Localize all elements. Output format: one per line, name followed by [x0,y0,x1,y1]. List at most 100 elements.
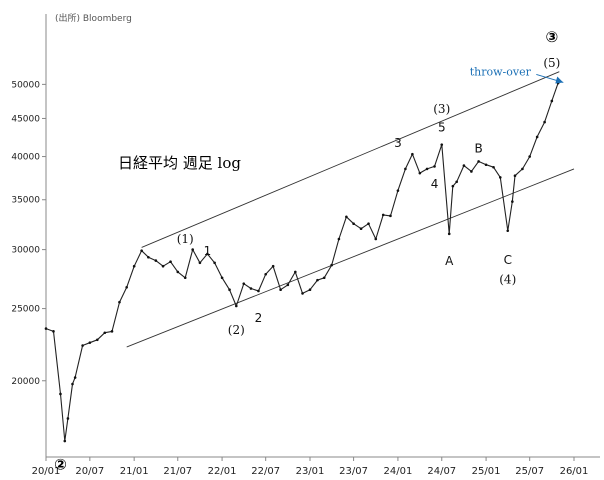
x-tick-label: 24/07 [427,466,456,477]
price-point [73,376,77,379]
x-axis-ticks: 20/01 20/07 21/01 21/07 22/01 22/07 23/01 23/07… [32,457,589,477]
x-tick-label: 23/01 [296,466,325,477]
price-point [206,252,209,256]
price-point [213,261,216,265]
wave-label: B [474,142,482,156]
price-point [498,176,502,179]
price-point [198,261,202,265]
price-point [477,160,480,163]
price-point [257,289,260,293]
price-point [132,264,136,268]
price-point [455,180,458,184]
x-tick-label: 26/01 [560,466,589,477]
price-point [271,264,275,268]
price-point [359,227,363,231]
x-tick-label: 23/07 [339,466,368,477]
price-point [52,330,55,333]
price-point [322,276,326,280]
price-point [154,259,158,262]
price-point [337,237,341,241]
price-point [71,382,74,386]
price-point [103,331,107,335]
price-point [367,222,370,226]
source-label: (出所) Bloomberg [55,12,132,24]
throw-over-arrowhead [555,76,564,84]
price-point [176,270,180,274]
x-tick-label: 25/07 [515,466,544,477]
price-point [294,270,297,274]
price-point [234,304,238,308]
price-point [389,214,392,218]
price-point [81,344,84,347]
price-point [169,260,172,263]
trend-channel [126,71,575,348]
price-point [528,155,531,158]
price-point [286,283,290,287]
price-point [59,392,62,396]
x-tick-label: 21/01 [120,466,149,477]
price-point [110,330,114,333]
x-tick-label: 20/01 [32,466,61,477]
price-point [535,135,539,139]
price-point [513,174,517,178]
price-point [451,184,455,188]
channel-line [126,168,575,348]
y-tick-label: 45000 [11,114,40,124]
wave-label: ③ [545,28,558,46]
chart-title: 日経平均 週足 log [118,154,241,172]
wave-label: throw-over [470,65,532,78]
price-point [220,276,224,280]
price-point [63,439,67,443]
wave-label: (2) [228,323,245,337]
y-tick-label: 25000 [11,305,40,315]
price-point [440,143,444,146]
price-point [470,170,473,173]
y-tick-label: 20000 [11,377,40,387]
price-point [88,341,92,344]
price-point [374,237,378,241]
y-tick-label: 30000 [11,246,40,256]
x-tick-label: 22/01 [208,466,237,477]
wave-label: (1) [177,232,194,246]
wave-label: (4) [499,273,516,287]
wave-annotations: ② (1) 1 (2) 2 3 (3) 5 4 A B C (4) (5) ③ throw-over [54,28,564,474]
x-tick-label: 24/01 [384,466,413,477]
price-point [447,232,451,236]
price-point [308,288,312,292]
price-point [411,152,414,156]
price-point [543,120,546,124]
price-point [511,200,514,203]
x-tick-label: 25/01 [472,466,501,477]
x-tick-label: 22/07 [251,466,280,477]
price-point [242,282,246,285]
wave-label: (3) [433,102,450,116]
price-point [191,248,194,251]
price-point [521,167,524,171]
price-point [44,327,48,330]
wave-label: 3 [394,136,402,150]
price-point [183,276,187,280]
price-series [44,81,560,443]
y-tick-label: 40000 [11,153,40,163]
price-point [301,292,304,295]
price-point [147,255,150,259]
wave-label: ② [54,456,67,474]
price-point [425,167,429,171]
x-tick-label: 20/07 [75,466,104,477]
price-point [161,264,165,268]
price-point [316,278,319,282]
x-tick-label: 21/07 [163,466,192,477]
wave-label: C [504,253,512,267]
price-point [125,286,128,289]
price-point [118,300,121,304]
price-point [418,171,422,175]
price-point [279,288,282,292]
price-point [264,272,267,276]
price-point [381,213,385,217]
price-point [550,99,554,103]
price-point [396,189,400,192]
price-point [492,165,495,169]
price-point [506,229,510,233]
price-point [228,288,231,292]
